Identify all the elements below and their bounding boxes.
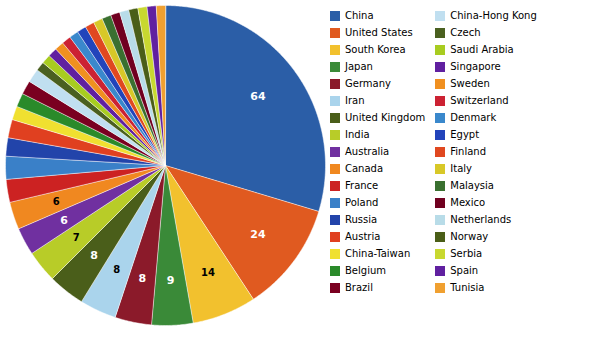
- html-text:Canada: Canada: [345, 163, 384, 174]
- svg-text:8: 8: [113, 264, 120, 275]
- html-text:Russia: Russia: [345, 214, 378, 225]
- svg-text:6: 6: [53, 196, 60, 207]
- svg-text:9: 9: [167, 274, 175, 287]
- svg-text:64: 64: [250, 90, 266, 103]
- html-text:Sweden: Sweden: [450, 78, 490, 89]
- html-text:Switzerland: Switzerland: [450, 95, 509, 106]
- html-text:Norway: Norway: [450, 231, 489, 242]
- html-text:Malaysia: Malaysia: [450, 180, 494, 191]
- svg-text:14: 14: [201, 267, 215, 278]
- svg-text:7: 7: [73, 232, 80, 243]
- html-text:Finland: Finland: [450, 146, 486, 157]
- html-text:Spain: Spain: [450, 265, 479, 276]
- svg-text:8: 8: [138, 272, 146, 285]
- html-text:Germany: Germany: [345, 78, 391, 89]
- html-text:United Kingdom: United Kingdom: [345, 112, 426, 123]
- html-text:Austria: Austria: [345, 231, 381, 242]
- html-text:Italy: Italy: [450, 163, 472, 174]
- html-text:China: China: [345, 10, 374, 21]
- svg-text:24: 24: [250, 228, 266, 241]
- html-text:Egypt: Egypt: [450, 129, 480, 140]
- html-text:Saudi Arabia: Saudi Arabia: [450, 44, 514, 55]
- html-text:Poland: Poland: [345, 197, 379, 208]
- html-text:Czech: Czech: [450, 27, 481, 38]
- html-text:Iran: Iran: [345, 95, 365, 106]
- html-text:South Korea: South Korea: [345, 44, 406, 55]
- svg-text:6: 6: [60, 214, 68, 227]
- html-text:China-Taiwan: China-Taiwan: [345, 248, 411, 259]
- html-text:India: India: [345, 129, 370, 140]
- html-text:Denmark: Denmark: [450, 112, 497, 123]
- html-text:Brazil: Brazil: [345, 282, 373, 293]
- html-text:United States: United States: [345, 27, 413, 38]
- svg-text:8: 8: [90, 249, 98, 262]
- html-text:Netherlands: Netherlands: [450, 214, 512, 225]
- html-text:Serbia: Serbia: [450, 248, 483, 259]
- html-text:Japan: Japan: [345, 61, 373, 72]
- html-text:Tunisia: Tunisia: [450, 282, 485, 293]
- html-text:Australia: Australia: [345, 146, 390, 157]
- html-text:China-Hong Kong: China-Hong Kong: [450, 10, 537, 21]
- html-text:Mexico: Mexico: [450, 197, 486, 208]
- html-text:France: France: [345, 180, 379, 191]
- html-text:Belgium: Belgium: [345, 265, 386, 276]
- html-text:Singapore: Singapore: [450, 61, 501, 72]
